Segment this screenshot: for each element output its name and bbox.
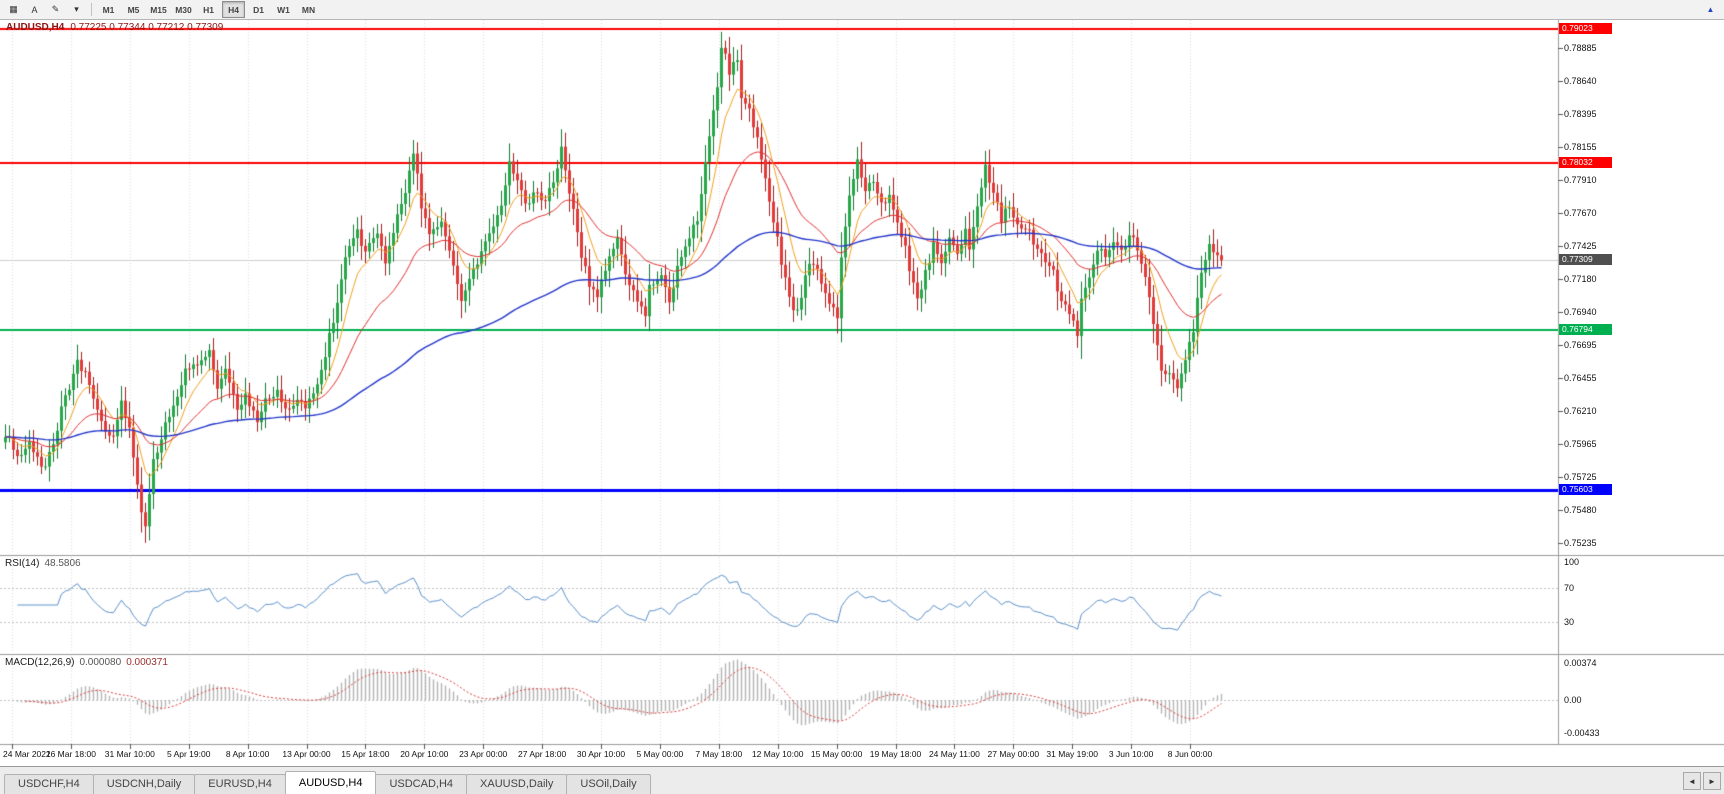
time-axis-label: 8 Apr 10:00 xyxy=(225,749,270,759)
timeframe-button-d1[interactable]: D1 xyxy=(253,4,264,15)
time-axis-label: 15 Apr 18:00 xyxy=(341,749,390,759)
chart-tab-xauusd-daily[interactable]: XAUUSD,Daily xyxy=(466,774,568,794)
macd-scale-label: 0.00 xyxy=(1564,695,1582,705)
tab-scroll-left-button[interactable]: ◄ xyxy=(1683,772,1701,790)
price-tick-label: 0.77910 xyxy=(1564,175,1597,185)
time-axis-label: 3 Jun 10:00 xyxy=(1108,749,1154,759)
timeframe-button-mn[interactable]: MN xyxy=(301,4,316,15)
timeframe-button-m30[interactable]: M30 xyxy=(175,4,192,15)
price-line-badge: 0.79023 xyxy=(1559,23,1612,35)
time-axis-label: 7 May 18:00 xyxy=(695,749,743,759)
time-axis-label: 31 May 19:00 xyxy=(1046,749,1098,759)
price-tick-label: 0.75480 xyxy=(1564,505,1597,515)
time-axis-label: 23 Apr 00:00 xyxy=(459,749,508,759)
time-axis-label: 12 May 10:00 xyxy=(751,749,804,759)
price-tick-label: 0.77180 xyxy=(1564,274,1597,284)
rsi-name: RSI(14) xyxy=(5,558,40,569)
rsi-value: 48.5806 xyxy=(44,558,81,569)
price-line-badge: 0.78032 xyxy=(1559,156,1612,168)
timeframe-button-h1[interactable]: H1 xyxy=(203,4,214,15)
chart-tab-eurusd-h4[interactable]: EURUSD,H4 xyxy=(194,774,286,794)
time-axis-label: 20 Apr 10:00 xyxy=(400,749,449,759)
tab-scroll-right-button[interactable]: ► xyxy=(1703,772,1721,790)
price-line-badge: 0.76794 xyxy=(1559,323,1612,335)
time-axis-label: 5 May 00:00 xyxy=(636,749,684,759)
timeframe-button-m15[interactable]: M15 xyxy=(150,4,167,15)
chart-list-icon[interactable]: ▦ xyxy=(9,4,18,14)
time-axis-label: 27 May 00:00 xyxy=(987,749,1040,759)
time-axis-label: 24 May 11:00 xyxy=(928,749,980,759)
timeframe-button-m5[interactable]: M5 xyxy=(127,4,140,15)
price-tick-label: 0.76455 xyxy=(1564,373,1597,383)
top-toolbar: ▦ A ✎ ▾ M1 M5 M15 M30 H1 H4 D1 W1 MN ▲ xyxy=(0,0,1724,20)
price-tick-label: 0.76940 xyxy=(1564,307,1597,317)
rsi-scale-label: 30 xyxy=(1564,617,1575,628)
timeframe-group: M1 M5 M15 M30 H1 H4 D1 W1 MN xyxy=(96,1,321,18)
chart-scroll-up-button[interactable]: ▲ xyxy=(1706,5,1715,14)
time-axis-label: 31 Mar 10:00 xyxy=(104,749,155,759)
time-axis-label: 30 Apr 10:00 xyxy=(576,749,626,759)
macd-name: MACD(12,26,9) xyxy=(5,657,75,668)
rsi-scale-label: 70 xyxy=(1564,582,1575,593)
price-tick-label: 0.78395 xyxy=(1564,109,1597,119)
price-tick-label: 0.75725 xyxy=(1564,472,1597,482)
time-axis-label: 19 May 18:00 xyxy=(869,749,922,759)
toolbar-separator xyxy=(91,3,92,16)
timeframe-button-h4[interactable]: H4 xyxy=(222,1,245,18)
price-tick-label: 0.77425 xyxy=(1564,241,1597,251)
price-tick-label: 0.75235 xyxy=(1564,538,1597,548)
chart-tab-audusd-h4[interactable]: AUDUSD,H4 xyxy=(284,771,377,794)
draw-tools-icon[interactable]: ✎ xyxy=(51,4,60,14)
time-axis-label: 27 Apr 18:00 xyxy=(517,749,567,759)
price-tick-label: 0.76695 xyxy=(1564,340,1597,350)
rsi-label: RSI(14) 48.5806 xyxy=(5,558,81,569)
chart-tab-usdcad-h4[interactable]: USDCAD,H4 xyxy=(375,774,468,794)
ohlc-values: 0.77225 0.77344 0.77212 0.77309 xyxy=(70,22,224,33)
symbol-ohlc-label: AUDUSD,H4 0.77225 0.77344 0.77212 0.77309 xyxy=(6,22,223,33)
price-tick-label: 0.78640 xyxy=(1564,76,1597,86)
toolbar-icon-group: ▦ A ✎ ▾ xyxy=(3,1,87,18)
macd-signal-value: 0.000371 xyxy=(126,657,168,668)
timeframe-button-w1[interactable]: W1 xyxy=(277,4,290,15)
chart-tab-usoil-daily[interactable]: USOil,Daily xyxy=(566,774,651,794)
time-axis-label: 15 May 00:00 xyxy=(810,749,863,759)
time-axis-label: 8 Jun 00:00 xyxy=(1167,749,1213,759)
macd-scale-label: 0.00374 xyxy=(1564,657,1597,668)
price-tick-label: 0.77670 xyxy=(1564,208,1597,218)
price-tick-label: 0.78885 xyxy=(1564,43,1597,53)
chart-tab-usdcnh-daily[interactable]: USDCNH,Daily xyxy=(92,774,196,794)
chart-tab-bar: USDCHF,H4 USDCNH,Daily EURUSD,H4 AUDUSD,H4 U… xyxy=(0,766,1724,794)
price-line-badge: 0.75603 xyxy=(1559,484,1612,496)
current-price-badge: 0.77309 xyxy=(1559,254,1612,266)
macd-scale-label: -0.00433 xyxy=(1564,728,1600,738)
text-tool-icon[interactable]: A xyxy=(31,4,38,15)
time-axis-label: 24 Mar 2021 xyxy=(3,749,51,759)
symbol-name: AUDUSD,H4 xyxy=(6,22,65,33)
time-axis-label: 5 Apr 19:00 xyxy=(166,749,211,759)
time-axis-label: 13 Apr 00:00 xyxy=(282,749,331,759)
chart-tab-usdchf-h4[interactable]: USDCHF,H4 xyxy=(4,774,94,794)
price-tick-label: 0.76210 xyxy=(1564,406,1597,416)
tab-scroll-buttons: ◄ ► xyxy=(1683,772,1721,790)
price-tick-label: 0.75965 xyxy=(1564,439,1597,449)
rsi-scale-label: 100 xyxy=(1564,557,1580,567)
price-tick-label: 0.78155 xyxy=(1564,142,1597,152)
time-axis-label: 26 Mar 18:00 xyxy=(45,749,96,759)
timeframe-button-m1[interactable]: M1 xyxy=(102,4,115,15)
draw-tools-dropdown-icon[interactable]: ▾ xyxy=(74,4,79,14)
macd-main-value: 0.000080 xyxy=(79,657,122,668)
macd-label: MACD(12,26,9) 0.000080 0.000371 xyxy=(5,657,168,668)
